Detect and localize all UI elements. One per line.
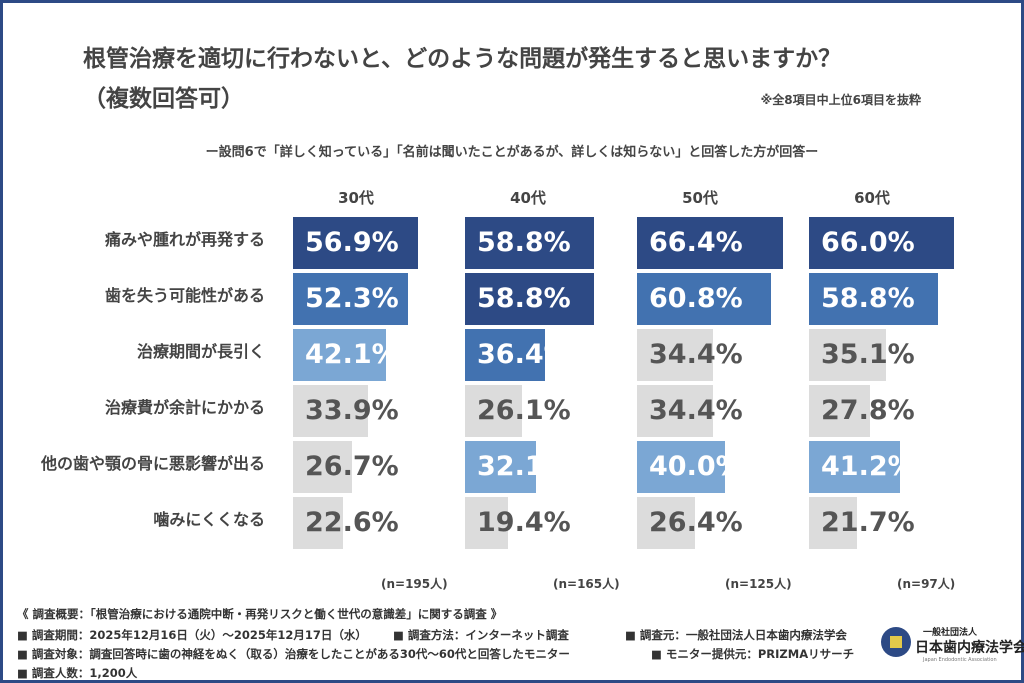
subtitle: ー設問6で「詳しく知っている」「名前は聞いたことがあるが、詳しくは知らない」と回… — [205, 145, 819, 160]
survey-target: ■ 調査対象：調査回答時に歯の神経をぬく（取る）治療をしたことがある30代～60… — [17, 647, 570, 661]
bar — [465, 497, 508, 549]
bar — [809, 441, 900, 493]
bar — [637, 385, 713, 437]
survey-source: ■ 調査元：一般社団法人日本歯内療法学会 — [625, 628, 847, 642]
bar — [637, 441, 725, 493]
bar — [293, 273, 409, 325]
bar — [637, 217, 784, 269]
survey-method: ■ 調査方法：インターネット調査 — [393, 628, 569, 642]
page-title: 根管治療を適切に行わないと、どのような問題が発生すると思いますか？ （複数回答可… — [83, 39, 841, 119]
bar — [465, 329, 546, 381]
survey-overview: 《 調査概要：「根管治療における通院中断・再発リスクと働く世代の意識差」に関する… — [17, 607, 503, 621]
survey-provider: ■ モニター提供元：PRIZMAリサーチ — [651, 647, 855, 661]
data-label: 41.2% — [821, 451, 915, 482]
bar — [809, 217, 955, 269]
title-line-1: 根管治療を適切に行わないと、どのような問題が発生すると思いますか？ — [83, 46, 842, 72]
bar — [465, 385, 523, 437]
logo: 一般社団法人 日本歯内療法学会 Japan Endodontic Associa… — [881, 625, 1024, 665]
row-label: 痛みや腫れが再発する — [104, 230, 265, 249]
survey-count: ■ 調査人数：1,200人 — [17, 666, 138, 680]
seal-icon — [881, 627, 911, 657]
data-label: 36.4% — [477, 339, 571, 370]
data-label: 22.6% — [305, 507, 399, 538]
sample-size: (n=195人) — [381, 577, 448, 591]
column-header: 40代 — [510, 189, 546, 207]
bar — [809, 385, 871, 437]
data-label: 27.8% — [821, 395, 915, 426]
bar — [293, 441, 352, 493]
row-label: 歯を失う可能性がある — [104, 286, 265, 305]
sample-size: (n=97人) — [897, 577, 956, 591]
data-label: 33.9% — [305, 395, 399, 426]
column-header: 60代 — [854, 189, 890, 207]
logo-name: 日本歯内療法学会 — [915, 640, 1024, 656]
data-label: 40.0% — [649, 451, 743, 482]
bar — [809, 497, 857, 549]
bar — [293, 329, 386, 381]
row-label: 治療費が余計にかかる — [104, 398, 265, 417]
infographic: 根管治療を適切に行わないと、どのような問題が発生すると思いますか？ （複数回答可… — [3, 3, 1024, 680]
column-header: 50代 — [682, 189, 718, 207]
sample-size: (n=125人) — [725, 577, 792, 591]
bar — [465, 273, 595, 325]
data-label: 35.1% — [821, 339, 915, 370]
row-label: 他の歯や顎の骨に悪影響が出る — [40, 454, 265, 473]
data-label: 56.9% — [305, 227, 399, 258]
data-label: 21.7% — [821, 507, 915, 538]
data-label: 58.8% — [477, 227, 571, 258]
row-label: 治療期間が長引く — [136, 342, 265, 361]
bar — [637, 329, 713, 381]
column-header: 30代 — [338, 189, 374, 207]
note: ※全8項目中上位6項目を抜粋 — [760, 93, 921, 107]
bar — [465, 217, 595, 269]
data-label: 58.8% — [821, 283, 915, 314]
bar — [637, 273, 771, 325]
data-label: 42.1% — [305, 339, 399, 370]
data-label: 58.8% — [477, 283, 571, 314]
survey-period: ■ 調査期間：2025年12月16日（火）～2025年12月17日（水） — [17, 628, 367, 642]
bar — [465, 441, 536, 493]
data-label: 52.3% — [305, 283, 399, 314]
bar — [293, 217, 419, 269]
bar — [809, 273, 939, 325]
data-label: 26.7% — [305, 451, 399, 482]
title-line-2: （複数回答可） — [83, 86, 244, 112]
data-label: 19.4% — [477, 507, 571, 538]
bar — [809, 329, 887, 381]
data-label: 66.0% — [821, 227, 915, 258]
bar — [293, 497, 343, 549]
data-label: 66.4% — [649, 227, 743, 258]
data-label: 26.1% — [477, 395, 571, 426]
data-label: 32.1% — [477, 451, 571, 482]
bar — [637, 497, 696, 549]
data-label: 34.4% — [649, 395, 743, 426]
data-label: 60.8% — [649, 283, 743, 314]
row-label: 噛みにくくなる — [153, 510, 265, 529]
data-label: 26.4% — [649, 507, 743, 538]
logo-small-text: 一般社団法人 — [923, 628, 978, 638]
bar — [293, 385, 368, 437]
logo-english: Japan Endodontic Association — [923, 657, 997, 663]
sample-size: (n=165人) — [553, 577, 620, 591]
data-label: 34.4% — [649, 339, 743, 370]
